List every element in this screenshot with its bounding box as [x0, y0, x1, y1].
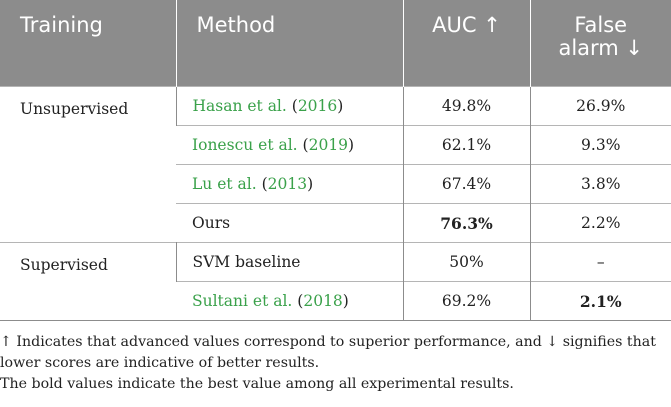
citation-link[interactable]: Sultani et al. (2018) — [192, 292, 349, 310]
header-method: Method — [175, 0, 403, 87]
header-training: Training — [0, 0, 176, 87]
method-cell: Sultani et al. (2018) — [176, 282, 403, 321]
false-alarm-value: 26.9% — [529, 86, 671, 126]
citation-paren-close: ) — [348, 136, 355, 154]
citation-paren-open: ( — [256, 175, 268, 193]
citation-author: Ionescu et al. — [192, 136, 298, 154]
method-name: SVM baseline — [175, 242, 403, 282]
citation-paren-open: ( — [297, 136, 309, 154]
false-alarm-value: 2.2% — [529, 203, 671, 243]
auc-value-best: 76.3% — [402, 203, 530, 243]
table-footnote: ↑ Indicates that advanced values corresp… — [0, 332, 668, 395]
group-unsupervised: Unsupervised Hasan et al. (2016) 49.8% 2… — [0, 86, 671, 243]
method-cell: Lu et al. (2013) — [176, 165, 403, 204]
footnote-arrows: ↑ Indicates that advanced values corresp… — [0, 334, 656, 371]
citation-year: 2016 — [297, 97, 338, 115]
table-row: Unsupervised Hasan et al. (2016) 49.8% 2… — [0, 86, 671, 126]
header-false-alarm-line2: alarm ↓ — [558, 36, 644, 60]
citation-link[interactable]: Lu et al. (2013) — [192, 175, 313, 193]
citation-link[interactable]: Ionescu et al. (2019) — [192, 136, 354, 154]
table-row: Sultani et al. (2018) 69.2% 2.1% — [0, 281, 671, 321]
header-false-alarm-line1: False — [574, 13, 628, 37]
citation-year: 2018 — [303, 292, 343, 310]
citation-author: Hasan et al. — [192, 97, 287, 115]
method-cell: Hasan et al. (2016) — [175, 86, 403, 126]
false-alarm-value: 9.3% — [529, 125, 671, 165]
header-auc: AUC ↑ — [402, 0, 530, 87]
table-row: Supervised SVM baseline 50% – — [0, 242, 671, 282]
auc-value: 69.2% — [402, 281, 530, 321]
footnote-bold: The bold values indicate the best value … — [0, 376, 514, 392]
citation-year: 2019 — [308, 136, 349, 154]
auc-value: 50% — [402, 242, 530, 282]
citation-paren-open: ( — [292, 292, 304, 310]
false-alarm-value: – — [529, 242, 671, 282]
group-label-supervised: Supervised — [20, 256, 108, 274]
group-label-unsupervised: Unsupervised — [20, 100, 129, 118]
header-row: Training Method AUC ↑ False alarm ↓ — [0, 0, 671, 87]
header-false-alarm: False alarm ↓ — [529, 0, 671, 87]
citation-paren-close: ) — [307, 175, 314, 193]
citation-author: Sultani et al. — [192, 292, 293, 310]
citation-paren-close: ) — [337, 97, 344, 115]
method-name: Ours — [192, 214, 231, 232]
citation-year: 2013 — [267, 175, 308, 193]
table-header: Training Method AUC ↑ False alarm ↓ — [0, 0, 671, 87]
false-alarm-value: 3.8% — [529, 164, 671, 204]
citation-author: Lu et al. — [192, 175, 257, 193]
false-alarm-value-best: 2.1% — [529, 281, 671, 321]
table-row: Ours 76.3% 2.2% — [0, 203, 671, 243]
table-row: Ionescu et al. (2019) 62.1% 9.3% — [0, 125, 671, 165]
citation-paren-open: ( — [286, 97, 298, 115]
method-cell: Ionescu et al. (2019) — [176, 126, 403, 165]
results-table: Training Method AUC ↑ False alarm ↓ Unsup… — [0, 0, 671, 321]
citation-link[interactable]: Hasan et al. (2016) — [193, 97, 344, 115]
auc-value: 62.1% — [402, 125, 530, 165]
table-row: Lu et al. (2013) 67.4% 3.8% — [0, 164, 671, 204]
auc-value: 49.8% — [402, 86, 530, 126]
auc-value: 67.4% — [402, 164, 530, 204]
group-supervised: Supervised SVM baseline 50% – Sultani et… — [0, 242, 671, 321]
citation-paren-close: ) — [342, 292, 349, 310]
